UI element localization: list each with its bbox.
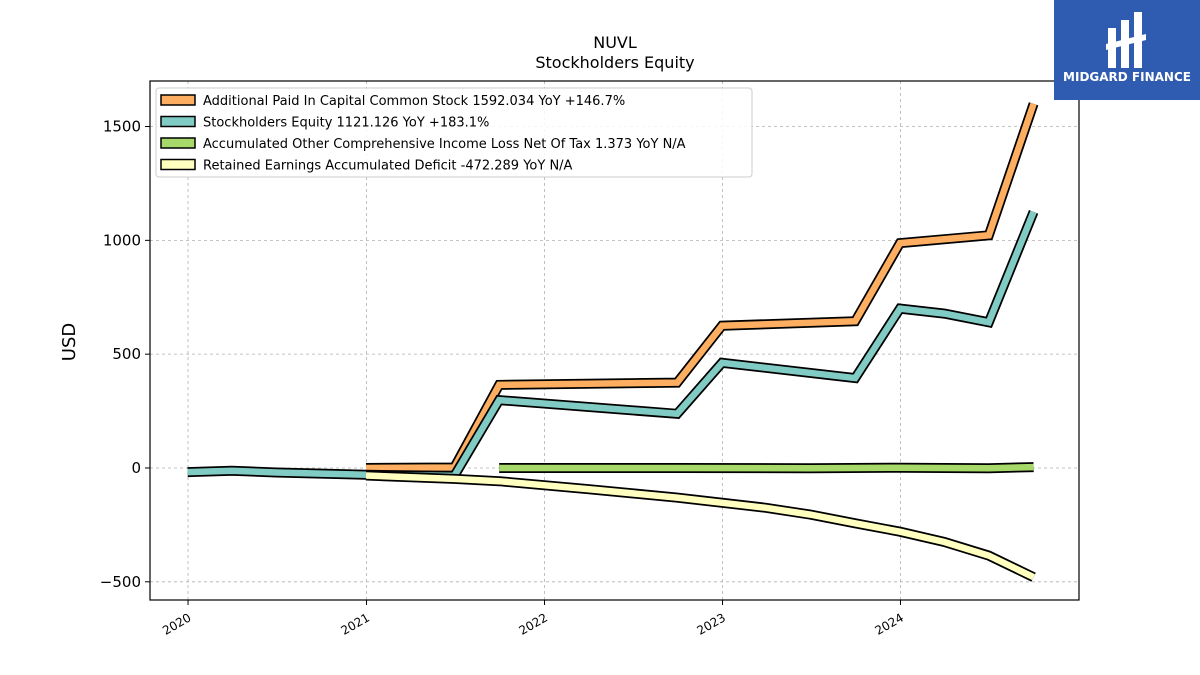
y-axis-label: USD	[59, 323, 80, 361]
plot-frame	[149, 80, 1080, 601]
legend-label: Accumulated Other Comprehensive Income L…	[203, 137, 686, 152]
legend-swatch	[160, 137, 196, 149]
legend-label: Additional Paid In Capital Common Stock …	[203, 94, 625, 109]
series-line	[365, 102, 1037, 472]
legend: Additional Paid In Capital Common Stock …	[155, 87, 753, 178]
logo-text: MIDGARD FINANCE	[1063, 70, 1191, 84]
y-axis: −500 0 500 1000 1500	[100, 118, 150, 591]
series-layer	[187, 102, 1039, 582]
y-tick-label: 1000	[103, 231, 141, 249]
legend-swatch	[160, 158, 196, 171]
chart-title: NUVL	[593, 33, 637, 52]
logo-mark-icon	[1106, 12, 1146, 68]
legend-swatch	[160, 115, 196, 128]
legend-swatch	[160, 94, 196, 106]
y-tick-label: −500	[100, 573, 141, 591]
y-tick-label: 1500	[103, 118, 141, 136]
y-tick-label: 0	[131, 459, 141, 477]
series-line	[499, 463, 1034, 472]
legend-label: Stockholders Equity 1121.126 YoY +183.1%	[203, 116, 489, 131]
midgard-finance-logo: MIDGARD FINANCE	[1054, 0, 1200, 100]
series-line	[187, 210, 1037, 480]
legend-box	[155, 87, 753, 178]
y-tick-label: 500	[112, 345, 141, 363]
chart-subtitle: Stockholders Equity	[535, 53, 694, 72]
legend-label: Retained Earnings Accumulated Deficit -4…	[203, 159, 573, 174]
series-line	[365, 472, 1036, 581]
